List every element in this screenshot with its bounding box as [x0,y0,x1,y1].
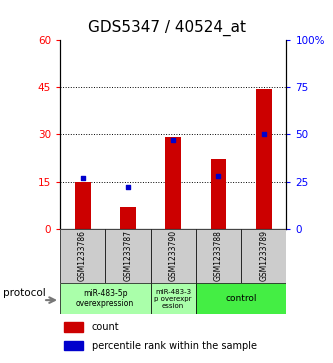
Bar [210,159,226,229]
Text: control: control [225,294,257,303]
Text: GSM1233786: GSM1233786 [78,231,87,281]
Text: GSM1233790: GSM1233790 [168,231,178,281]
Bar [65,341,83,350]
Point [170,137,176,143]
Bar [120,207,136,229]
Bar [196,229,241,283]
Bar [75,182,91,229]
Text: percentile rank within the sample: percentile rank within the sample [92,340,257,351]
Text: GSM1233787: GSM1233787 [123,231,133,281]
Text: GSM1233788: GSM1233788 [214,231,223,281]
Text: GDS5347 / 40524_at: GDS5347 / 40524_at [88,20,245,36]
Bar [151,229,196,283]
Text: miR-483-3
p overexpr
ession: miR-483-3 p overexpr ession [155,289,192,309]
Bar [60,283,151,314]
Point [125,184,131,190]
Text: GSM1233789: GSM1233789 [259,231,268,281]
Point [216,173,221,179]
Bar [196,283,286,314]
Bar [60,229,105,283]
Bar [151,283,196,314]
Text: protocol: protocol [3,288,46,298]
Bar [65,322,83,332]
Bar [165,138,181,229]
Bar [241,229,286,283]
Point [80,175,85,181]
Point [261,131,266,137]
Text: miR-483-5p
overexpression: miR-483-5p overexpression [76,289,134,308]
Text: count: count [92,322,119,332]
Bar [105,229,151,283]
Bar [256,89,272,229]
